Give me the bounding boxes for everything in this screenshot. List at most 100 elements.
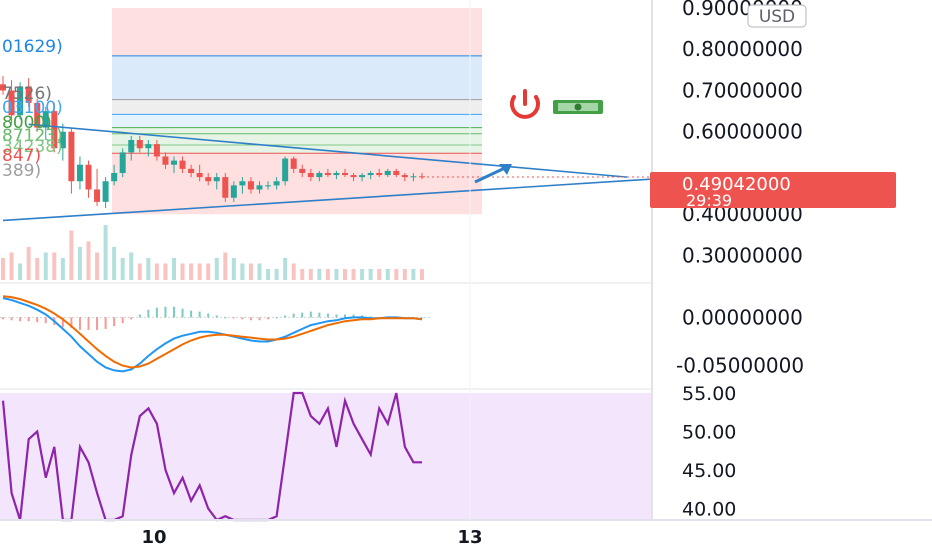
left-indicator-label: 389) — [2, 161, 41, 181]
candle-body — [188, 168, 195, 173]
time-tick-label: 13 — [457, 527, 482, 548]
candle-body — [265, 185, 272, 187]
macd-series-line — [2, 295, 423, 369]
macd-histogram-bar — [2, 317, 4, 320]
last-price-tag: 0.49042000 29:39 — [650, 172, 896, 210]
volume-bar — [69, 230, 74, 280]
macd-histogram-bar — [121, 317, 124, 324]
candle-body — [282, 158, 289, 182]
candle-body — [299, 168, 306, 173]
volume-bar — [368, 269, 373, 280]
macd-tick-label: -0.05000000 — [676, 354, 804, 378]
candle-body — [410, 176, 417, 178]
candle-body — [307, 172, 314, 178]
volume-bar — [189, 263, 194, 280]
macd-histogram-bar — [344, 314, 346, 318]
macd-histogram-bar — [292, 313, 295, 318]
candle-body — [239, 181, 246, 186]
macd-histogram-bar — [369, 316, 372, 318]
macd-series-line — [2, 297, 423, 373]
candle-body — [213, 177, 220, 182]
volume-bar — [18, 263, 23, 280]
candle-body — [102, 181, 109, 202]
rsi-tick-label: 40.00 — [682, 498, 736, 520]
macd-histogram-bar — [267, 317, 270, 320]
candle-body — [0, 84, 6, 91]
volume-bar — [266, 269, 271, 280]
candle-body — [205, 177, 212, 182]
macd-histogram-bar — [241, 317, 244, 320]
macd-histogram-bar — [10, 317, 13, 321]
candle-body — [76, 164, 83, 182]
volume-bar — [394, 269, 399, 280]
power-icon[interactable] — [510, 89, 540, 119]
rsi-pane — [0, 391, 652, 522]
macd-histogram-bar — [19, 317, 22, 322]
macd-histogram-bar — [87, 317, 90, 330]
candle-body — [367, 172, 374, 176]
macd-histogram-bar — [173, 306, 175, 318]
last-price-value: 0.49042000 — [682, 174, 791, 195]
price-tick-label: 0.80000000 — [682, 37, 803, 61]
candle-body — [25, 86, 32, 103]
left-indicator-label: 847) — [2, 146, 41, 166]
rsi-tick-label: 55.00 — [682, 383, 736, 405]
macd-histogram-bar — [44, 317, 47, 324]
volume-bar — [77, 247, 82, 280]
volume-bar — [291, 263, 296, 280]
macd-histogram-bar — [318, 312, 321, 318]
volume-bar — [419, 269, 424, 280]
trendlines — [2, 123, 670, 222]
macd-histogram-bar — [155, 307, 158, 318]
volume-bar — [240, 263, 245, 280]
rsi-tick-label: 50.00 — [682, 421, 736, 443]
arrow-shaft — [474, 165, 508, 184]
macd-histogram-bar — [36, 317, 39, 323]
macd-histogram-bar — [249, 317, 252, 321]
candle-body — [153, 144, 160, 157]
volume-bar — [154, 263, 159, 280]
macd-histogram-bar — [61, 317, 64, 328]
volume-bars — [1, 225, 424, 280]
volume-bar — [180, 263, 185, 280]
macd-histogram-bar — [301, 312, 304, 318]
money-icon[interactable] — [553, 100, 603, 114]
candle-body — [384, 170, 391, 176]
currency-badge-label: USD — [759, 7, 795, 27]
macd-lines — [2, 295, 423, 373]
macd-tick-label: 0.00000000 — [682, 305, 803, 329]
volume-bar — [112, 247, 117, 280]
macd-histogram-bar — [420, 317, 423, 319]
currency-badge-box — [747, 4, 807, 28]
volume-bar — [214, 258, 219, 280]
volume-bar — [1, 258, 5, 280]
time-axis: 10 13 — [141, 527, 482, 548]
volume-bar — [129, 252, 134, 280]
macd-histogram-bar — [284, 315, 287, 318]
candle-body — [376, 172, 383, 176]
left-indicator-label: 8000) — [2, 113, 52, 133]
volume-bar — [197, 263, 202, 280]
fibonacci-zone — [112, 99, 482, 115]
left-indicator-label: 34238) — [2, 137, 63, 157]
volume-bar — [60, 258, 65, 280]
candle-body — [111, 172, 118, 182]
macd-histogram-bar — [275, 317, 278, 319]
volume-bar — [231, 258, 236, 280]
candle-body — [350, 175, 357, 178]
currency-badge[interactable]: USD — [747, 4, 807, 28]
volume-bar — [334, 269, 339, 280]
candle-body — [393, 170, 400, 176]
volume-bar — [385, 269, 390, 280]
candle-body — [230, 185, 237, 198]
fibonacci-zone — [112, 114, 482, 128]
macd-histogram-bar — [78, 317, 81, 330]
macd-histogram-bar — [138, 314, 141, 318]
candle-body — [17, 86, 24, 116]
candle-body — [8, 90, 15, 116]
macd-histogram-bar — [198, 311, 201, 318]
candle-body — [94, 189, 101, 202]
volume-bar — [9, 252, 14, 280]
volume-bar — [411, 269, 416, 280]
